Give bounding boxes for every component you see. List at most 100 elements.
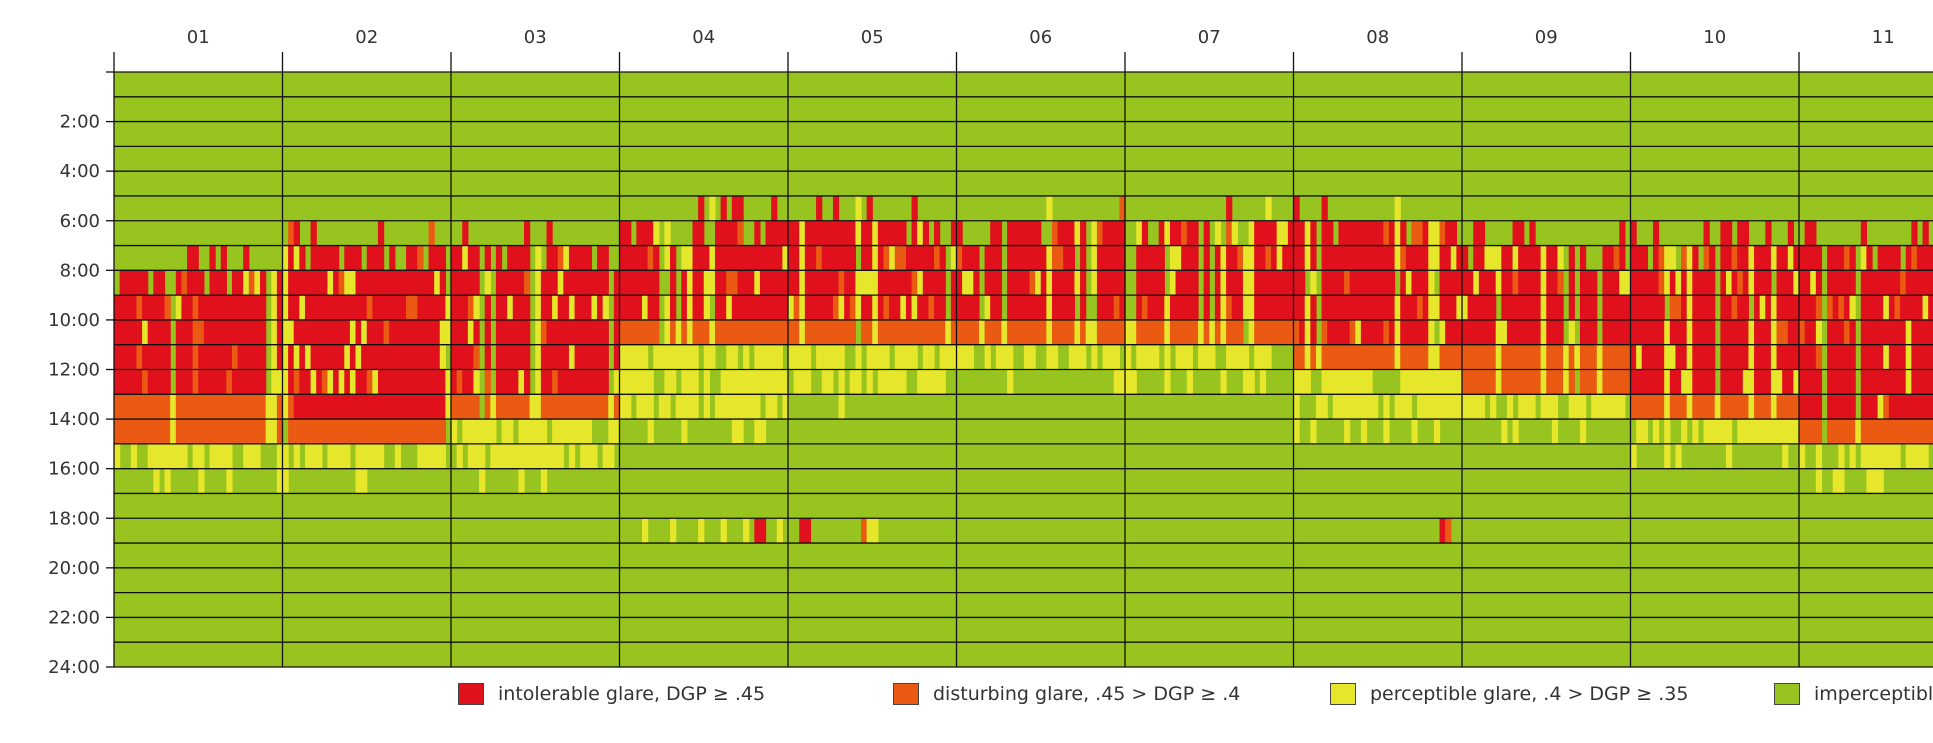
heat-cell <box>1147 245 1154 271</box>
heat-cell <box>1248 369 1255 395</box>
heat-cell <box>1349 369 1356 395</box>
heat-cell <box>1433 419 1441 444</box>
heat-cell <box>1057 319 1064 345</box>
heat-cell <box>1287 295 1295 320</box>
heat-cell <box>681 369 688 395</box>
heat-cell <box>1226 295 1233 320</box>
heat-cell <box>411 344 418 370</box>
heat-cell <box>636 369 643 395</box>
heat-cell <box>1293 270 1300 296</box>
heat-cell <box>209 245 216 271</box>
heat-cell <box>1793 295 1800 320</box>
heat-cell <box>333 295 340 320</box>
heat-cell <box>1911 220 1918 246</box>
heat-cell <box>1613 295 1620 320</box>
heat-cell <box>591 394 598 420</box>
heat-cell <box>619 270 626 296</box>
heat-cell <box>1366 319 1373 345</box>
heat-cell <box>142 344 149 370</box>
x-tick-label: 09 <box>1535 27 1558 48</box>
heat-cell <box>338 394 345 420</box>
heat-cell <box>1838 394 1845 420</box>
heat-cell <box>282 468 289 494</box>
heat-cell <box>1282 295 1289 320</box>
heat-cell <box>1619 245 1626 271</box>
heat-cell <box>1439 518 1446 544</box>
heat-cell <box>1518 245 1525 271</box>
heat-cell <box>1624 369 1632 395</box>
heat-cell <box>439 443 446 469</box>
heat-cell <box>552 319 559 345</box>
heat-cell <box>237 295 244 320</box>
heat-cell <box>439 295 446 320</box>
heat-cell <box>1327 295 1334 320</box>
heat-cell <box>1473 220 1480 246</box>
heat-cell <box>1872 394 1879 420</box>
heat-cell <box>1872 369 1879 395</box>
heat-cell <box>934 270 941 296</box>
heat-cell <box>804 220 812 246</box>
heat-cell <box>524 295 531 320</box>
heat-cell <box>1422 270 1429 296</box>
heat-cell <box>198 344 205 370</box>
heat-cell <box>1608 245 1615 271</box>
heat-cell <box>1254 319 1261 345</box>
heat-cell <box>456 394 463 420</box>
heat-cell <box>810 270 817 296</box>
heat-cell <box>1546 344 1553 370</box>
heat-cell <box>625 344 632 370</box>
heat-cell <box>377 344 385 370</box>
heat-cell <box>1709 295 1716 320</box>
heat-cell <box>293 270 300 296</box>
heat-cell <box>1169 220 1177 246</box>
heat-cell <box>467 319 475 345</box>
heat-cell <box>1742 245 1750 271</box>
heat-cell <box>1579 419 1587 444</box>
heat-cell <box>1568 369 1575 395</box>
heat-cell <box>1658 369 1665 395</box>
heat-cell <box>1883 295 1890 320</box>
heat-cell <box>1450 344 1457 370</box>
heat-cell <box>125 270 132 296</box>
heat-cell <box>1169 270 1177 296</box>
heat-cell <box>321 419 329 444</box>
heat-cell <box>1372 270 1379 296</box>
heat-cell <box>771 319 778 345</box>
heat-cell <box>1315 344 1323 370</box>
heat-cell <box>602 344 609 370</box>
heat-cell <box>153 319 160 345</box>
heat-cell <box>1540 319 1547 345</box>
heat-cell <box>1658 245 1665 271</box>
heat-cell <box>726 220 733 246</box>
heat-cell <box>422 319 430 345</box>
heat-cell <box>1658 295 1665 320</box>
heat-cell <box>1372 245 1379 271</box>
heat-cell <box>1765 394 1772 420</box>
heat-cell <box>540 443 548 469</box>
heat-cell <box>866 270 873 296</box>
heat-cell <box>428 344 435 370</box>
heat-cell <box>1737 245 1744 271</box>
heat-cell <box>1321 270 1328 296</box>
heat-cell <box>1068 295 1076 320</box>
heat-cell <box>1108 220 1115 246</box>
heat-cell <box>1242 270 1250 296</box>
heat-cell <box>1394 319 1401 345</box>
heat-cell <box>1720 344 1727 370</box>
heat-cell <box>1422 220 1429 246</box>
heat-cell <box>417 344 424 370</box>
heat-cell <box>209 295 216 320</box>
heat-cell <box>776 319 783 345</box>
heat-cell <box>658 394 666 420</box>
heat-cell <box>720 195 727 221</box>
heat-cell <box>1916 270 1924 296</box>
heat-cell <box>585 270 593 296</box>
heat-cell <box>1804 295 1811 320</box>
heat-cell <box>911 220 918 246</box>
heat-cell <box>1793 344 1800 370</box>
heat-cell <box>1259 245 1267 271</box>
heat-cell <box>580 270 587 296</box>
heat-cell <box>1787 319 1794 345</box>
heat-cell <box>1271 270 1278 296</box>
heat-cell <box>299 344 306 370</box>
